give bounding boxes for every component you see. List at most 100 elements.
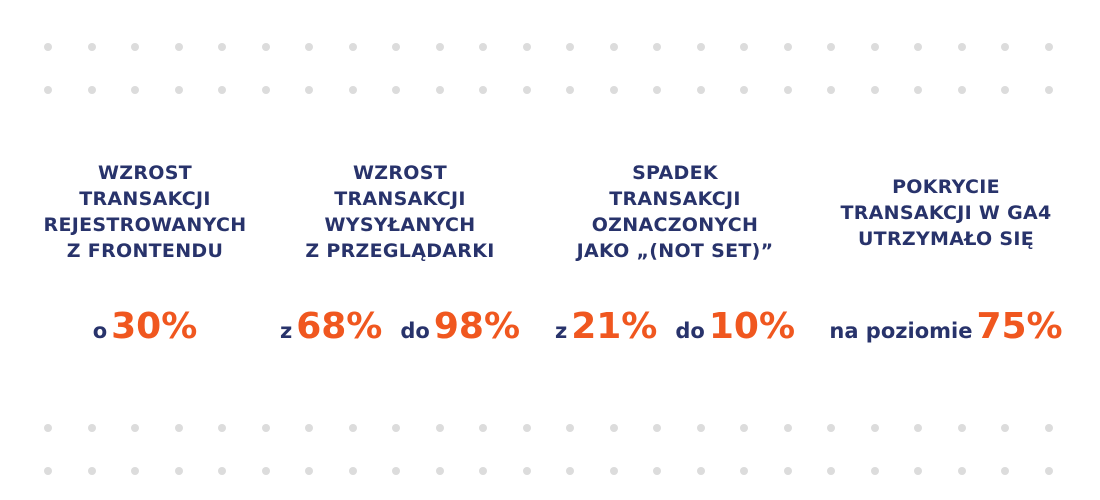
dot — [131, 424, 139, 432]
dot — [44, 86, 52, 94]
value-prefix: do — [400, 319, 430, 343]
dot — [131, 467, 139, 475]
dot — [174, 86, 183, 94]
value-percent: 98% — [433, 306, 521, 347]
dot — [479, 467, 487, 475]
dot — [479, 86, 487, 94]
stat-title-line: Z PRZEGLĄDARKI — [305, 240, 495, 262]
value-percent: 30% — [111, 306, 198, 347]
dot — [1001, 467, 1009, 475]
dot — [435, 424, 444, 432]
dot — [870, 86, 879, 94]
dot — [348, 467, 357, 475]
dot — [348, 86, 357, 94]
dot — [522, 43, 531, 51]
dot — [479, 43, 487, 51]
dot — [827, 467, 835, 475]
dot — [914, 467, 922, 475]
stat-title-line: TRANSAKCJI — [79, 188, 211, 210]
value-percent: 21% — [571, 306, 658, 347]
dot — [914, 86, 922, 94]
dot — [870, 467, 879, 475]
value-prefix: z — [279, 319, 293, 343]
dot — [305, 467, 313, 475]
dot-row-top-1 — [0, 42, 1100, 52]
stat-title-line: SPADEK — [632, 162, 718, 184]
dot — [218, 86, 226, 94]
dot — [653, 43, 661, 51]
dot — [566, 86, 574, 94]
dot — [174, 467, 183, 475]
dot — [783, 86, 792, 94]
dot — [957, 86, 966, 94]
dot — [783, 467, 792, 475]
stat-values: na poziomie 75% — [816, 305, 1076, 349]
dot — [783, 43, 792, 51]
dot — [653, 467, 661, 475]
value-prefix: z — [554, 319, 568, 343]
dot — [174, 43, 183, 51]
value-prefix: do — [675, 319, 705, 343]
dot — [1044, 43, 1053, 51]
stat-values: o 30% — [15, 305, 275, 349]
dot — [914, 424, 922, 432]
dot — [957, 43, 966, 51]
dot — [44, 43, 52, 51]
dot — [44, 467, 52, 475]
stat-title-line: JAKO „(NOT SET)” — [576, 240, 774, 262]
dot — [696, 43, 705, 51]
stat-title-line: TRANSAKCJI W GA4 — [840, 202, 1052, 224]
dot — [1001, 424, 1009, 432]
dot — [783, 424, 792, 432]
dot — [653, 86, 661, 94]
dot — [566, 424, 574, 432]
stat-title-line: WZROST — [98, 162, 192, 184]
value-percent: 10% — [708, 306, 796, 347]
value-prefix: na poziomie — [829, 319, 973, 343]
stat-title-line: WZROST — [353, 162, 447, 184]
dot — [435, 86, 444, 94]
stat-title-line: OZNACZONYCH — [591, 214, 759, 236]
dot — [218, 467, 226, 475]
dot — [131, 86, 139, 94]
dot — [44, 424, 52, 432]
stat-title-line: TRANSAKCJI — [334, 188, 466, 210]
dot-row-bottom-1 — [0, 423, 1100, 433]
dot — [435, 467, 444, 475]
stat-title: WZROST TRANSAKCJI REJESTROWANYCH Z FRONT… — [15, 160, 275, 264]
dot — [609, 424, 618, 432]
dot — [740, 467, 748, 475]
dot — [740, 424, 748, 432]
dot — [740, 43, 748, 51]
stat-title-line: REJESTROWANYCH — [43, 214, 247, 236]
dot — [261, 43, 270, 51]
dot — [696, 86, 705, 94]
stat-title-line: POKRYCIE — [892, 176, 1000, 198]
dot — [1001, 43, 1009, 51]
dot — [348, 43, 357, 51]
stat-values: z 68% do 98% — [270, 305, 530, 349]
dot — [305, 424, 313, 432]
dot — [261, 424, 270, 432]
dot — [131, 43, 139, 51]
dot — [957, 467, 966, 475]
dot — [392, 86, 400, 94]
dot — [522, 424, 531, 432]
dot — [957, 424, 966, 432]
dot — [653, 424, 661, 432]
dot — [609, 43, 618, 51]
stat-title-line: Z FRONTENDU — [66, 240, 224, 262]
dot — [479, 424, 487, 432]
dot — [218, 43, 226, 51]
dot — [1044, 424, 1053, 432]
dot — [392, 424, 400, 432]
stat-values: z 21% do 10% — [545, 305, 805, 349]
stat-title-line: TRANSAKCJI — [609, 188, 741, 210]
stat-title-line: WYSYŁANYCH — [324, 214, 476, 236]
dot — [1001, 86, 1009, 94]
dot — [1044, 86, 1053, 94]
dot — [87, 424, 96, 432]
dot — [914, 43, 922, 51]
dot — [827, 86, 835, 94]
stat-title-line: UTRZYMAŁO SIĘ — [857, 228, 1035, 250]
